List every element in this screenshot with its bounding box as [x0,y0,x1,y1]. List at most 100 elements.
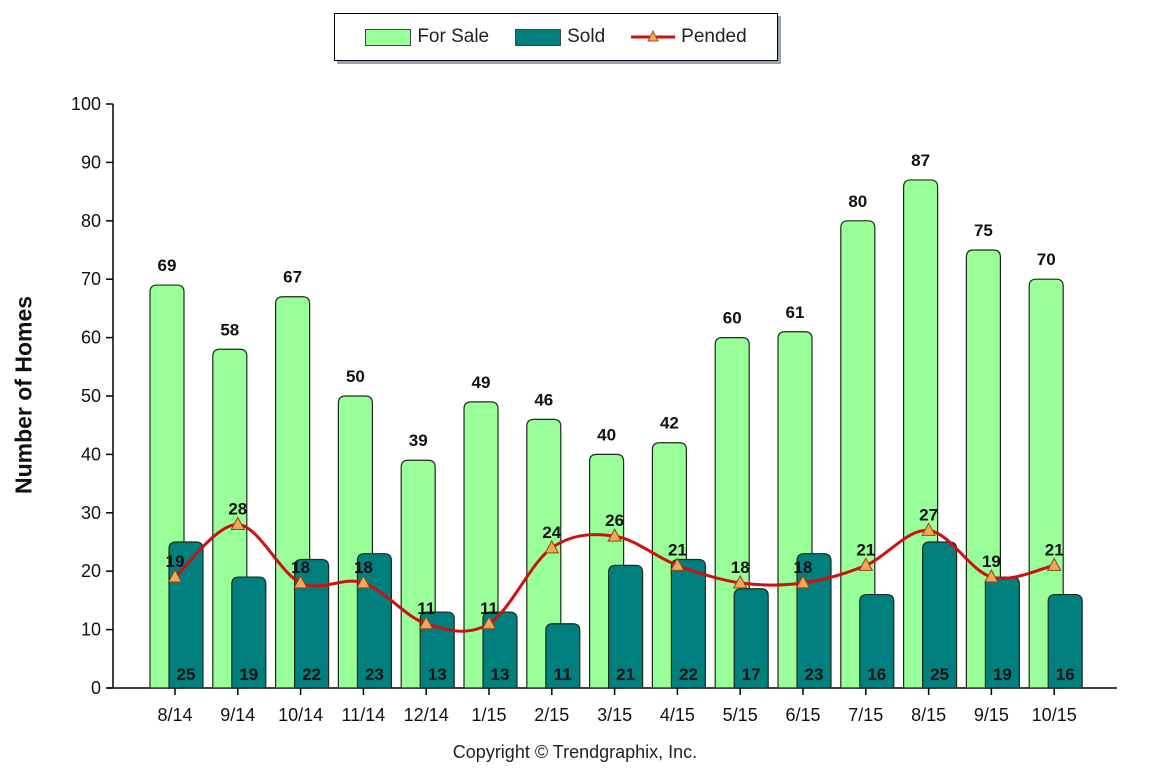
pended-value-label: 19 [982,552,1001,571]
sold-value-label: 16 [1056,665,1075,684]
x-tick-label: 6/15 [785,705,820,725]
sold-value-label: 21 [616,665,635,684]
y-tick-label: 20 [81,561,101,581]
pended-marker [795,574,811,589]
for-sale-value-label: 40 [597,425,616,444]
sold-bar [1047,593,1083,689]
for-sale-value-label: 42 [660,414,679,433]
for-sale-value-label: 61 [786,303,805,322]
y-tick-label: 10 [81,620,101,640]
sold-value-label: 13 [491,665,510,684]
sold-value-label: 22 [302,665,321,684]
x-tick-label: 4/15 [660,705,695,725]
pended-marker [293,574,308,589]
pended-value-label: 24 [542,523,561,542]
x-tick-label: 10/14 [278,705,323,725]
x-tick-label: 9/14 [220,705,255,725]
pended-line [173,522,1055,633]
x-tick-label: 8/14 [157,705,192,725]
sold-bar [294,558,330,689]
legend-label-sold: Sold [567,26,606,47]
for-sale-value-label: 80 [848,192,867,211]
sold-value-label: 16 [867,665,886,684]
y-tick-label: 70 [81,269,101,289]
x-tick-label: 3/15 [597,705,632,725]
pended-marker [544,539,560,554]
y-tick-label: 0 [91,678,101,698]
x-tick-label: 5/15 [723,705,758,725]
sold-bar [608,564,644,689]
for-sale-swatch [365,28,412,46]
pended-value-label: 28 [228,499,247,518]
sold-bar [733,588,769,689]
y-tick-label: 90 [81,152,101,172]
legend-label-for-sale: For Sale [417,26,490,47]
pended-value-label: 21 [668,540,687,559]
y-tick-label: 60 [81,328,101,348]
pended-marker [481,615,497,630]
copyright-footer: Copyright © Trendgraphix, Inc. [452,742,698,762]
x-tick-label: 11/14 [342,705,386,725]
sold-swatch [515,28,562,46]
sold-bar [419,611,455,689]
y-tick-label: 30 [81,503,101,523]
pended-value-label: 27 [919,505,938,524]
pended-marker [607,528,622,542]
for-sale-value-label: 58 [220,320,239,339]
x-tick-label: 8/15 [911,705,946,725]
for-sale-value-label: 70 [1037,250,1056,269]
x-tick-label: 10/15 [1032,705,1077,725]
x-tick-label: 12/14 [404,705,449,725]
pended-marker [921,522,936,536]
pended-marker [732,574,748,589]
pended-marker [858,557,874,571]
sold-bar [545,623,581,689]
pended-value-label: 21 [1045,540,1064,559]
pended-value-label: 26 [605,511,624,530]
pended-marker [418,615,434,630]
for-sale-value-label: 75 [974,221,993,240]
legend-item-sold: Sold [515,26,605,48]
pended-marker [230,516,246,530]
for-sale-value-label: 46 [534,390,553,409]
for-sale-value-label: 67 [283,268,302,287]
pended-marker [1046,557,1062,571]
legend-item-for-sale: For Sale [365,26,489,48]
for-sale-value-label: 87 [911,151,930,170]
legend-label-pended: Pended [681,26,747,47]
pended-value-label: 11 [417,599,435,618]
y-tick-label: 100 [71,94,101,114]
for-sale-value-label: 69 [158,256,177,275]
pended-line-swatch [631,29,676,42]
x-tick-label: 1/15 [471,705,506,725]
pended-marker [670,557,685,571]
pended-value-label: 11 [480,599,498,618]
pended-marker [356,574,371,589]
sold-value-label: 22 [679,665,698,684]
sold-value-label: 19 [239,665,258,684]
for-sale-value-label: 60 [723,309,742,328]
pended-value-label: 19 [166,552,185,571]
sold-bar [231,576,267,689]
x-tick-label: 2/15 [534,705,569,725]
sold-value-label: 19 [993,665,1012,684]
pended-marker [167,568,183,583]
sold-value-label: 25 [930,665,949,684]
x-tick-label: 9/15 [974,705,1009,725]
y-axis-label: Number of Homes [10,295,37,495]
sold-value-label: 25 [177,665,196,684]
for-sale-value-label: 39 [409,431,428,450]
sold-value-label: 13 [428,665,447,684]
legend-item-pended: Pended [631,26,747,48]
sold-value-label: 17 [742,665,761,684]
y-tick-label: 50 [81,386,101,406]
legend: For Sale Sold Pended [334,13,778,61]
sold-value-label: 11 [554,665,572,684]
sold-value-label: 23 [805,665,824,684]
sold-value-label: 23 [365,665,384,684]
y-tick-label: 80 [81,211,101,231]
pended-value-label: 21 [856,540,875,559]
sold-bar [482,611,518,689]
for-sale-value-label: 49 [472,373,491,392]
